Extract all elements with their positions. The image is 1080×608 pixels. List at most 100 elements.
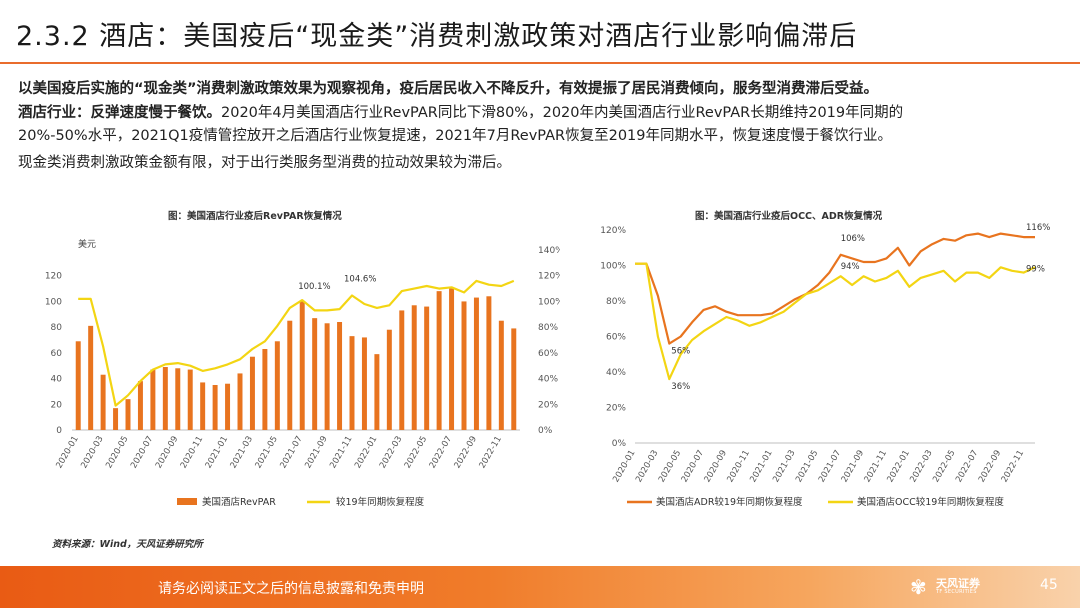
chart1-bar xyxy=(113,408,119,430)
chart1-x-tick-label: 2021-01 xyxy=(204,435,230,471)
revpar-chart: 美元 0 20 40 60 80 100 120 0% 20% 40% 60% 80% 100% 120% 1… xyxy=(45,238,560,508)
chart1-bar xyxy=(162,367,168,430)
logo-subtitle: TF SECURITIES xyxy=(936,589,977,595)
chart1-left-tick-label: 20 xyxy=(51,400,63,410)
chart1-x-tick-label: 2022-09 xyxy=(453,435,479,471)
title-divider xyxy=(0,62,1080,64)
chart1-bar xyxy=(449,288,455,430)
chart1-x-tick-label: 2021-09 xyxy=(303,435,329,471)
chart1-bar xyxy=(486,296,492,430)
chart1-x-tick-label: 2021-11 xyxy=(328,435,354,471)
disclaimer: 请务必阅读正文之后的信息披露和免责申明 xyxy=(158,581,424,597)
chart1-bar xyxy=(312,318,318,430)
chart2-annotation-adr-peak: 106% xyxy=(841,234,865,244)
chart2-y-tick-label: 60% xyxy=(606,333,626,343)
chart1-right-tick-label: 0% xyxy=(538,426,553,436)
chart1-legend-label-bar: 美国酒店RevPAR xyxy=(202,496,276,508)
chart2-annotation-occ-peak: 94% xyxy=(841,262,860,272)
chart1-bar xyxy=(299,301,305,430)
chart1-x-tick-label: 2022-07 xyxy=(428,435,454,471)
chart1-x-tick-label: 2020-07 xyxy=(129,435,155,471)
chart1-bar xyxy=(349,336,355,430)
chart2-occ-line xyxy=(635,262,1036,381)
chart1-bar xyxy=(411,305,417,430)
chart1-bar xyxy=(225,383,231,430)
paragraph-3: 20%-50%水平，2021Q1疫情管控放开之后酒店行业恢复提速，2021年7月… xyxy=(18,128,892,144)
chart2-y-tick-label: 20% xyxy=(606,404,626,414)
chart1-legend-swatch-bar xyxy=(177,498,197,505)
paragraph-2-rest: 2020年4月美国酒店行业RevPAR同比下滑80%，2020年内美国酒店行业R… xyxy=(221,105,904,121)
chart1-x-tick-label: 2022-01 xyxy=(353,435,379,471)
chart1-x-tick-label: 2020-09 xyxy=(154,435,180,471)
source-note: 资料来源：Wind，天风证券研究所 xyxy=(52,539,203,550)
chart1-right-tick-label: 80% xyxy=(538,323,558,333)
chart1-bar xyxy=(399,310,405,430)
paragraph-1: 以美国疫后实施的“现金类”消费刺激政策效果为观察视角，疫后居民收入不降反升，有效… xyxy=(18,81,879,97)
page-number: 45 xyxy=(1040,577,1058,593)
chart2-annotation-occ-end: 99% xyxy=(1026,264,1045,274)
chart1-bar xyxy=(436,291,442,430)
chart1-bar xyxy=(262,349,268,430)
chart1-x-tick-label: 2020-05 xyxy=(104,435,130,471)
chart1-bar xyxy=(75,341,81,430)
chart1-left-tick-label: 120 xyxy=(45,272,62,282)
chart1-x-tick-label: 2021-03 xyxy=(229,435,255,471)
paragraph-2: 酒店行业：反弹速度慢于餐饮。2020年4月美国酒店行业RevPAR同比下滑80%… xyxy=(18,102,903,125)
chart2-annotation-occ-low: 36% xyxy=(671,382,690,392)
logo-mark-icon: ✾ xyxy=(910,575,927,599)
chart1-bar xyxy=(374,354,380,430)
chart2-title: 图：美国酒店行业疫后OCC、ADR恢复情况 xyxy=(695,211,883,222)
chart1-bar xyxy=(187,369,193,430)
chart1-bar xyxy=(249,356,255,430)
chart1-bar xyxy=(337,322,343,430)
chart1-x-tick-label: 2021-05 xyxy=(254,435,280,471)
chart1-x-tick-label: 2020-11 xyxy=(179,435,205,471)
chart2-y-tick-label: 40% xyxy=(606,368,626,378)
chart1-x-tick-label: 2022-05 xyxy=(403,435,429,471)
chart1-right-tick-label: 140% xyxy=(538,246,560,256)
chart1-right-tick-label: 40% xyxy=(538,375,558,385)
chart2-x-tick-label: 2022-11 xyxy=(1000,449,1026,485)
chart1-bar xyxy=(100,374,106,430)
chart2-annotation-adr-low: 56% xyxy=(671,347,690,357)
chart1-annotation-peak-2021-11: 104.6% xyxy=(344,275,376,285)
chart1-left-tick-label: 100 xyxy=(45,297,62,307)
chart1-x-tick-label: 2022-03 xyxy=(378,435,404,471)
chart1-x-tick-label: 2020-01 xyxy=(54,435,80,471)
chart1-left-tick-label: 60 xyxy=(51,349,63,359)
page-title: 2.3.2 酒店：美国疫后“现金类”消费刺激政策对酒店行业影响偏滞后 xyxy=(16,21,858,52)
chart1-bar xyxy=(125,399,131,430)
chart1-bar xyxy=(511,328,517,430)
chart1-title: 图：美国酒店行业疫后RevPAR恢复情况 xyxy=(168,211,342,222)
chart2-legend-label-adr: 美国酒店ADR较19年同期恢复程度 xyxy=(656,496,803,508)
chart1-bar xyxy=(212,385,218,430)
chart1-bar xyxy=(424,306,430,430)
chart2-legend-label-occ: 美国酒店OCC较19年同期恢复程度 xyxy=(857,496,1004,508)
chart2-y-tick-label: 100% xyxy=(600,262,626,272)
chart1-bar xyxy=(175,368,181,430)
chart1-recovery-line xyxy=(78,279,515,407)
chart1-bar xyxy=(137,381,143,430)
chart2-y-tick-label: 80% xyxy=(606,297,626,307)
chart1-right-tick-label: 60% xyxy=(538,349,558,359)
chart1-left-tick-label: 80 xyxy=(51,323,63,333)
chart1-left-tick-label: 0 xyxy=(56,426,62,436)
chart2-annotation-adr-end: 116% xyxy=(1026,223,1050,233)
chart1-bar xyxy=(237,373,243,430)
chart1-bar xyxy=(361,337,367,430)
chart1-right-tick-label: 120% xyxy=(538,272,560,282)
chart2-y-tick-label: 0% xyxy=(612,439,627,449)
chart1-x-tick-label: 2022-11 xyxy=(478,435,504,471)
paragraph-2-lead: 酒店行业：反弹速度慢于餐饮。 xyxy=(18,105,221,121)
logo-name: 天风证券 xyxy=(936,577,980,590)
chart2-y-tick-label: 120% xyxy=(600,226,626,236)
company-logo: ✾ 天风证券 TF SECURITIES xyxy=(910,574,1030,602)
chart1-bar xyxy=(498,320,504,430)
chart1-legend-label-line: 较19年同期恢复程度 xyxy=(336,496,425,508)
chart1-right-tick-label: 100% xyxy=(538,297,560,307)
chart1-x-tick-label: 2021-07 xyxy=(278,435,304,471)
chart1-bar xyxy=(274,341,280,430)
chart2-adr-line xyxy=(635,232,1035,345)
chart1-bar xyxy=(88,325,94,430)
chart1-left-tick-label: 40 xyxy=(51,375,63,385)
